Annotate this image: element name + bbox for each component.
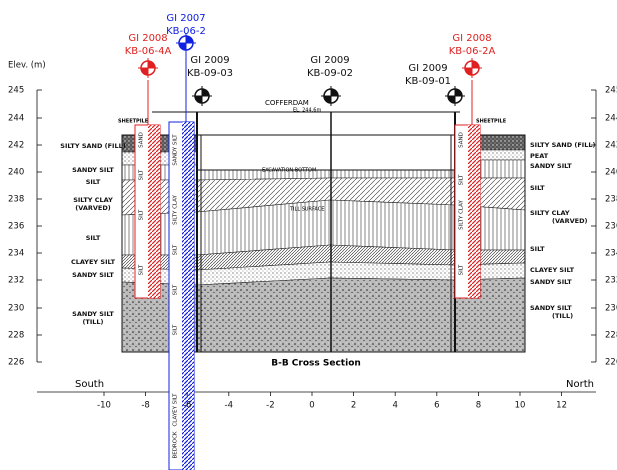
log-label: SILTY CLAY <box>173 195 179 225</box>
y-tick-label: 238 <box>605 195 617 205</box>
borehole-id: KB-06-4A <box>125 46 172 57</box>
y-tick-label: 226 <box>8 358 24 368</box>
log-label: SILT <box>139 169 145 180</box>
layer-label: (VARVED) <box>552 217 587 225</box>
borehole-year: GI 2007 <box>166 13 205 24</box>
x-tick-label: -8 <box>141 401 149 411</box>
x-tick-label: 8 <box>476 401 481 411</box>
borehole-id: KB-09-01 <box>405 76 451 87</box>
borehole-year: GI 2009 <box>190 55 229 66</box>
log-label: SILT <box>139 209 145 220</box>
y-tick-label: 230 <box>8 304 24 314</box>
log-label: BEDROCK <box>173 431 179 458</box>
layer-label: SILT <box>86 178 101 186</box>
y-tick-label: 238 <box>8 195 24 205</box>
log-label: SILTY CLAY <box>459 200 465 230</box>
borehole-fill <box>148 125 160 298</box>
y-tick-label: 226 <box>605 358 617 368</box>
y-tick-label: 242 <box>605 141 617 151</box>
section-title: B-B Cross Section <box>271 359 361 369</box>
y-tick-label: 236 <box>605 222 617 232</box>
y-tick-label: 234 <box>605 249 617 259</box>
south-label: South <box>75 379 104 390</box>
layer-label: (TILL) <box>552 312 573 320</box>
y-tick-label: 245 <box>605 86 617 96</box>
layer-label: SANDY SILT <box>530 278 572 286</box>
layer-label: SANDY SILT <box>530 162 572 170</box>
borehole-year: GI 2009 <box>310 55 349 66</box>
y-tick-label: 232 <box>8 276 24 286</box>
borehole-id: KB-09-02 <box>307 68 353 79</box>
log-label: SILT <box>459 174 465 185</box>
layer-label: SILTY CLAY <box>530 209 570 217</box>
y-tick-label: 240 <box>8 168 24 178</box>
borehole-fill <box>182 122 194 470</box>
excavation-label: EXCAVATION BOTTOM <box>262 168 316 174</box>
layer-label: CLAYEY SILT <box>530 266 575 274</box>
layer-label: (VARVED) <box>75 204 110 212</box>
log-label: SILT <box>173 284 179 295</box>
log-label: SILT <box>459 264 465 275</box>
log-label: SANDY SILT <box>173 134 179 166</box>
layer-label: SANDY SILT <box>72 271 114 279</box>
log-label: CLAYEY SILT <box>173 393 179 427</box>
layer-label: (TILL) <box>82 318 103 326</box>
y-tick-label: 228 <box>605 331 617 341</box>
sheetpile-label: SHEETPILE <box>118 119 149 125</box>
borehole-year: GI 2008 <box>128 33 167 44</box>
borehole-fill <box>468 125 480 298</box>
layer-label: SANDY SILT <box>530 304 572 312</box>
y-tick-label: 234 <box>8 249 24 259</box>
log-label: SILT <box>173 244 179 255</box>
x-tick-label: 12 <box>556 401 567 411</box>
y-tick-label: 232 <box>605 276 617 286</box>
layer-label: SILTY SAND (FILL) <box>530 141 595 149</box>
y-axis-label: Elev. (m) <box>8 61 46 71</box>
x-tick-label: -10 <box>97 401 111 411</box>
cofferdam-label: COFFERDAM <box>265 99 309 107</box>
x-tick-label: -2 <box>266 401 274 411</box>
layer-label: SILTY SAND (FILL) <box>60 142 125 150</box>
layer-label: PEAT <box>530 152 549 160</box>
borehole-id: KB-06-2A <box>449 46 496 57</box>
x-tick-label: 0 <box>309 401 314 411</box>
north-label: North <box>566 379 594 390</box>
y-tick-label: 242 <box>8 141 24 151</box>
log-label: SAND <box>139 132 145 148</box>
x-tick-label: 10 <box>515 401 526 411</box>
till-label: TILL SURFACE <box>289 207 324 213</box>
layer-label: SANDY SILT <box>72 166 114 174</box>
borehole-year: GI 2009 <box>408 63 447 74</box>
y-tick-label: 230 <box>605 304 617 314</box>
sheetpile-label: SHEETPILE <box>476 119 507 125</box>
layer-label: SANDY SILT <box>72 310 114 318</box>
x-tick-label: -4 <box>225 401 233 411</box>
excavation-void <box>197 134 455 170</box>
x-tick-label: 2 <box>351 401 356 411</box>
log-label: SILT <box>173 324 179 335</box>
layer-label: SILT <box>530 245 545 253</box>
layer-label: SILTY CLAY <box>73 196 113 204</box>
layer-label: CLAYEY SILT <box>71 258 116 266</box>
x-tick-label: -6 <box>183 401 191 411</box>
layer-label: SILT <box>530 184 545 192</box>
y-tick-label: 245 <box>8 86 24 96</box>
cross-section: Elev. (m) COFFERDAM EL. 244.6m SHEETPILE… <box>0 0 617 470</box>
log-label: SAND <box>459 132 465 148</box>
y-tick-label: 244 <box>8 114 24 124</box>
y-tick-label: 236 <box>8 222 24 232</box>
x-tick-label: 4 <box>392 401 397 411</box>
y-tick-label: 244 <box>605 114 617 124</box>
borehole-year: GI 2008 <box>452 33 491 44</box>
log-label: SILT <box>139 264 145 275</box>
elevation-label: EL. 244.6m <box>293 108 321 114</box>
layer-label: SILT <box>86 234 101 242</box>
y-tick-label: 240 <box>605 168 617 178</box>
borehole-id: KB-09-03 <box>187 68 233 79</box>
y-tick-label: 228 <box>8 331 24 341</box>
x-tick-label: 6 <box>434 401 439 411</box>
